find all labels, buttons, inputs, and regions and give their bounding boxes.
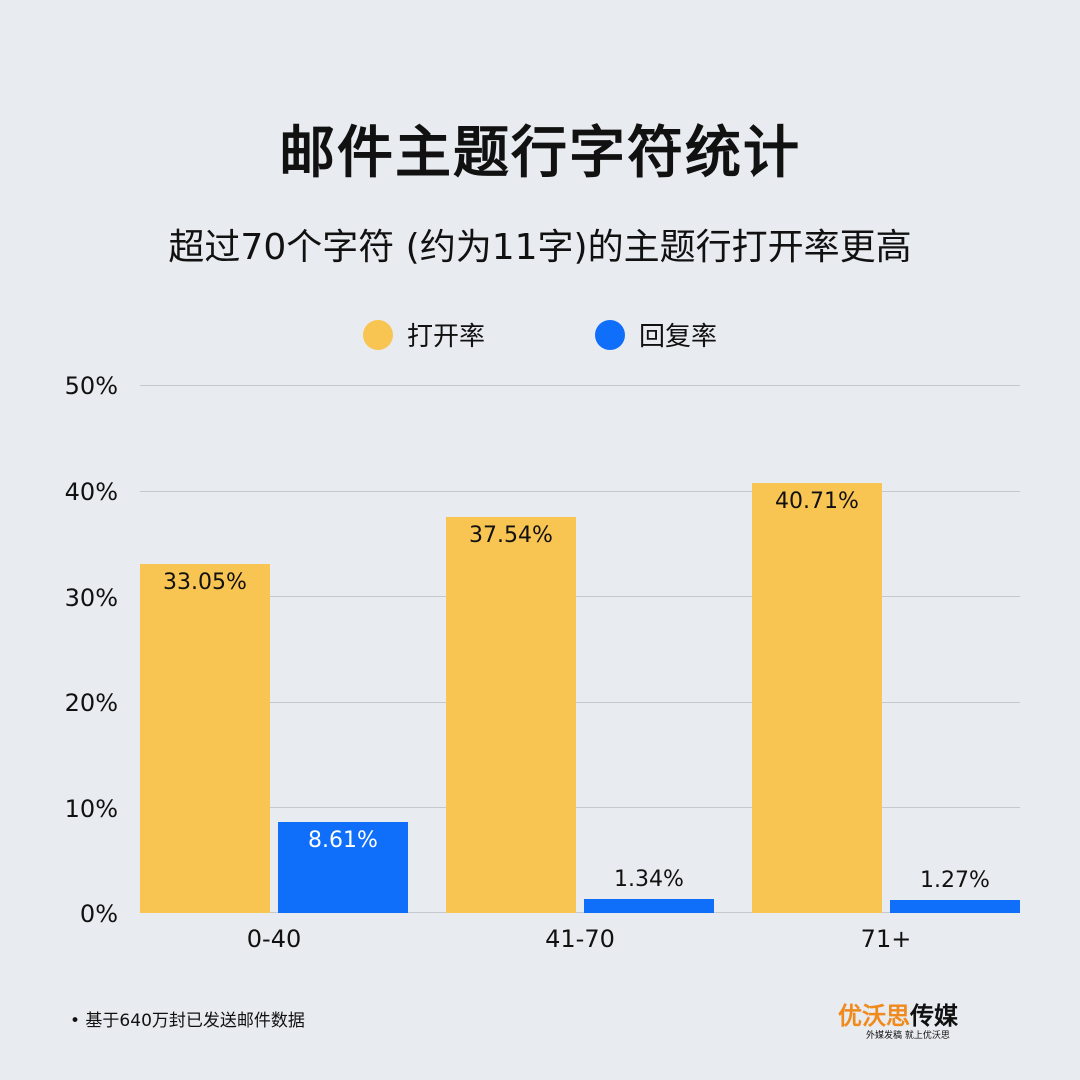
gridline [140, 491, 1020, 492]
bar-value-label: 1.34% [614, 867, 684, 892]
gridline [140, 596, 1020, 597]
footnote: • 基于640万封已发送邮件数据 [70, 1011, 305, 1031]
bar-reply-rate-0-40: 8.61% [278, 822, 408, 913]
legend: 打开率 回复率 [0, 316, 1080, 353]
y-tick: 30% [64, 584, 118, 612]
gridline [140, 385, 1020, 386]
brand-logo: 优沃思传媒 [838, 996, 958, 1031]
x-tick: 41-70 [545, 925, 615, 953]
bar-value-label: 8.61% [308, 828, 378, 853]
bar-value-label: 33.05% [163, 570, 247, 595]
x-axis-line [140, 912, 1020, 913]
brand-name-orange: 优沃思 [838, 1001, 910, 1030]
legend-item-reply-rate: 回复率 [595, 316, 717, 353]
legend-item-open-rate: 打开率 [362, 316, 485, 353]
y-tick: 0% [79, 900, 118, 928]
chart-title: 邮件主题行字符统计 [279, 121, 801, 186]
y-tick: 10% [64, 795, 118, 823]
x-tick: 71+ [860, 925, 912, 953]
bar-reply-rate-41-70: 1.34% [584, 867, 714, 913]
legend-label: 打开率 [406, 322, 485, 352]
bar-open-rate-0-40: 33.05% [140, 564, 270, 913]
gridline [140, 807, 1020, 808]
bar-reply-rate-71-plus: 1.27% [890, 868, 1020, 913]
brand-tagline: 外媒发稿 就上优沃思 [866, 1031, 950, 1041]
legend-dot-icon [362, 319, 393, 350]
gridline [140, 702, 1020, 703]
bar-value-label: 37.54% [469, 523, 553, 548]
y-tick: 50% [64, 372, 118, 400]
legend-dot-icon [595, 319, 625, 350]
chart-subtitle: 超过70个字符 (约为11字)的主题行打开率更高 [168, 227, 912, 268]
y-tick: 40% [64, 478, 118, 506]
x-tick: 0-40 [246, 925, 302, 953]
bar-open-rate-41-70: 37.54% [446, 517, 576, 913]
y-tick: 20% [64, 689, 118, 717]
bar-open-rate-71-plus: 40.71% [752, 483, 882, 913]
brand-name-black: 传媒 [910, 1001, 958, 1030]
bar-value-label: 1.27% [920, 868, 990, 893]
legend-label: 回复率 [639, 322, 718, 352]
bar-value-label: 40.71% [775, 489, 859, 514]
plot-area: 33.05% 8.61% 37.54% 1.34% 40.71% 1.27% [140, 385, 1020, 913]
